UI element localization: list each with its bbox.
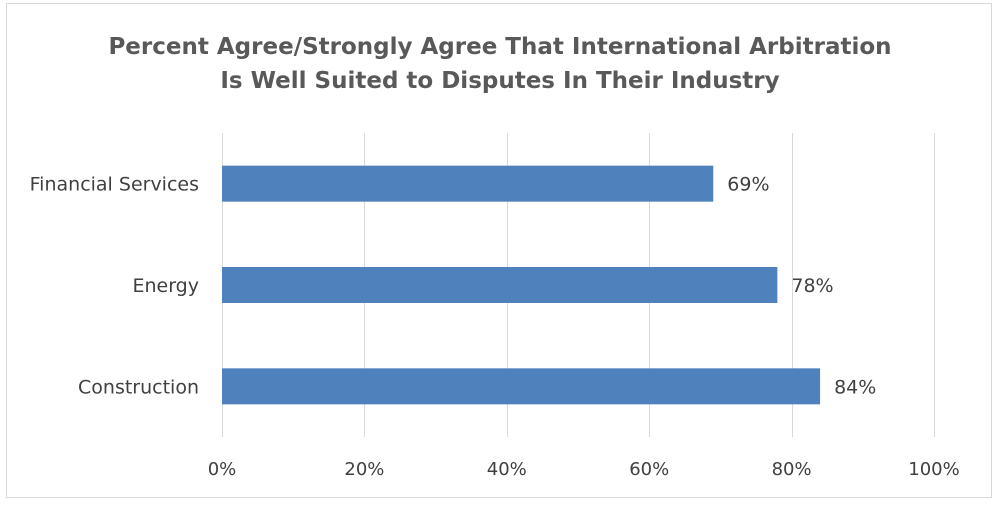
x-tick-label: 100% [908,459,959,480]
category-label: Financial Services [30,174,199,196]
chart-title-line-1: Percent Agree/Strongly Agree That Intern… [108,34,892,60]
chart-title: Percent Agree/Strongly Agree That Intern… [0,30,1000,98]
category-label: Construction [78,376,199,398]
bar-financial-services [222,165,714,202]
value-label: 69% [727,174,769,196]
value-label: 78% [791,275,833,297]
value-label: 84% [834,376,876,398]
x-tick-label: 20% [344,459,384,480]
x-tick-label: 0% [208,459,237,480]
x-tick-label: 60% [629,459,669,480]
bar-energy [222,267,778,303]
chart-title-line-2: Is Well Suited to Disputes In Their Indu… [220,68,780,94]
x-tick-label: 40% [487,459,527,480]
category-label: Energy [132,275,199,297]
chart-frame [6,3,992,498]
bar-construction [222,368,821,405]
x-tick-label: 80% [772,459,812,480]
